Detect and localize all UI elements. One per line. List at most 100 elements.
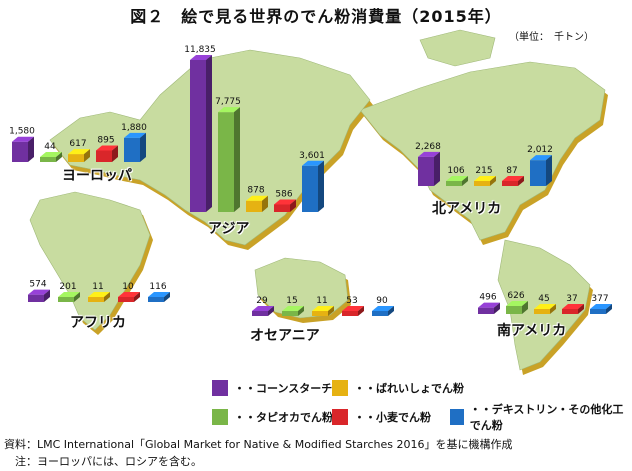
bar-tapioca-1: [218, 112, 234, 212]
bar-side-wheat-5: [578, 304, 584, 314]
bar-top-tapioca-3: [58, 292, 80, 297]
legend-swatch-other: [450, 409, 464, 425]
bar-other-4: [372, 311, 388, 316]
bar-side-wheat-0: [112, 145, 118, 162]
bar-other-1: [302, 165, 318, 212]
bar-side-corn-5: [494, 302, 500, 314]
bar-top-wheat-2: [502, 176, 524, 181]
value-label-tapioca-1: 7,775: [215, 97, 241, 107]
bar-top-potato-0: [68, 149, 90, 155]
legend-label-tapioca: ・・タピオカでん粉: [234, 411, 333, 424]
legend-swatch-wheat: [332, 409, 348, 425]
oceania-land: [254, 257, 349, 319]
bar-side-tapioca-3: [74, 292, 80, 302]
legend-item-wheat: ・・小麦でん粉: [332, 407, 431, 427]
value-label-wheat-0: 895: [97, 136, 114, 146]
value-label-tapioca-3: 201: [59, 282, 76, 292]
bar-potato-3: [88, 297, 104, 302]
region-label-oceania: オセアニア: [250, 328, 320, 344]
bar-potato-4: [312, 311, 328, 316]
value-label-other-2: 2,012: [527, 145, 553, 155]
value-label-potato-4: 11: [316, 296, 327, 306]
bar-wheat-5: [562, 309, 578, 314]
africa-land: [29, 191, 151, 331]
chart-title: 図２ 絵で見る世界のでん粉消費量（2015年）: [130, 7, 502, 26]
bar-group-1: 11,835 7,775 878 586 3,601: [184, 45, 325, 212]
legend-label-wheat: ・・小麦でん粉: [354, 411, 431, 424]
bar-top-tapioca-1: [218, 107, 240, 113]
bar-top-corn-2: [418, 151, 440, 157]
bar-group-2: 2,268 106 215 87 2,012: [415, 142, 553, 186]
bar-wheat-2: [502, 181, 518, 186]
bar-top-other-2: [530, 155, 552, 161]
bar-potato-0: [68, 154, 84, 162]
bar-top-wheat-4: [342, 306, 364, 311]
value-label-wheat-4: 53: [346, 296, 357, 306]
bar-wheat-1: [274, 204, 290, 212]
bar-side-potato-3: [104, 292, 110, 302]
bar-other-2: [530, 160, 546, 186]
value-label-potato-0: 617: [69, 139, 86, 149]
bar-top-wheat-0: [96, 145, 118, 151]
bar-top-tapioca-2: [446, 176, 468, 181]
bar-top-wheat-3: [118, 292, 140, 297]
legend-label-potato: ・・ばれいしょでん粉: [354, 382, 464, 395]
bar-corn-2: [418, 156, 434, 186]
value-label-potato-3: 11: [92, 282, 103, 292]
bar-side-other-4: [388, 306, 394, 316]
value-label-potato-1: 878: [247, 186, 264, 196]
bar-top-corn-0: [12, 136, 34, 142]
bar-tapioca-2: [446, 181, 462, 186]
bar-side-tapioca-0: [56, 152, 62, 162]
region-label-africa: アフリカ: [70, 315, 126, 331]
value-label-wheat-5: 37: [566, 294, 577, 304]
bar-other-5: [590, 309, 606, 314]
bar-side-corn-2: [434, 151, 440, 186]
bar-top-corn-3: [28, 289, 50, 295]
bar-top-corn-1: [190, 55, 212, 60]
bar-side-other-0: [140, 132, 146, 162]
bar-side-wheat-2: [518, 176, 524, 186]
bar-corn-3: [28, 294, 44, 302]
bar-wheat-4: [342, 311, 358, 316]
bar-top-other-5: [590, 304, 612, 309]
value-label-other-5: 377: [591, 294, 608, 304]
bar-top-other-0: [124, 132, 146, 138]
value-label-tapioca-0: 44: [44, 142, 56, 152]
value-label-corn-5: 496: [479, 293, 496, 303]
bar-top-tapioca-0: [40, 152, 62, 157]
bar-corn-0: [12, 141, 28, 162]
legend-item-potato: ・・ばれいしょでん粉: [332, 378, 464, 398]
bar-side-other-1: [318, 160, 324, 212]
bar-corn-1: [190, 60, 206, 212]
greenland-land: [419, 29, 496, 67]
bar-wheat-3: [118, 297, 134, 302]
bar-side-other-2: [546, 155, 552, 186]
bar-top-potato-1: [246, 195, 268, 201]
bar-side-potato-0: [84, 149, 90, 162]
bar-other-3: [148, 297, 164, 302]
value-label-potato-2: 215: [475, 166, 492, 176]
bar-side-wheat-1: [290, 199, 296, 212]
bar-other-0: [124, 137, 140, 162]
bar-potato-1: [246, 200, 262, 212]
bar-potato-5: [534, 309, 550, 314]
bar-groups: 1,580 44 617 895 1,880 11,835 7,775 878 586 3,601…: [9, 45, 612, 316]
bar-side-corn-4: [268, 306, 274, 316]
legend-item-other: ・・デキストリン・その他化工でん粉: [450, 403, 630, 432]
bar-group-0: 1,580 44 617 895 1,880: [9, 123, 147, 162]
bar-side-wheat-3: [134, 292, 140, 302]
bar-side-other-5: [606, 304, 612, 314]
bar-top-potato-2: [474, 176, 496, 181]
bar-side-wheat-4: [358, 306, 364, 316]
bar-group-3: 574 201 11 10 116: [28, 280, 170, 302]
bar-group-5: 496 626 45 37 377: [478, 291, 612, 314]
bar-top-corn-4: [252, 306, 274, 311]
bar-tapioca-5: [506, 305, 522, 314]
bar-top-other-3: [148, 292, 170, 297]
bar-side-potato-5: [550, 304, 556, 314]
bar-tapioca-3: [58, 297, 74, 302]
region-label-south-america: 南アメリカ: [497, 323, 567, 339]
value-label-other-0: 1,880: [121, 123, 147, 133]
